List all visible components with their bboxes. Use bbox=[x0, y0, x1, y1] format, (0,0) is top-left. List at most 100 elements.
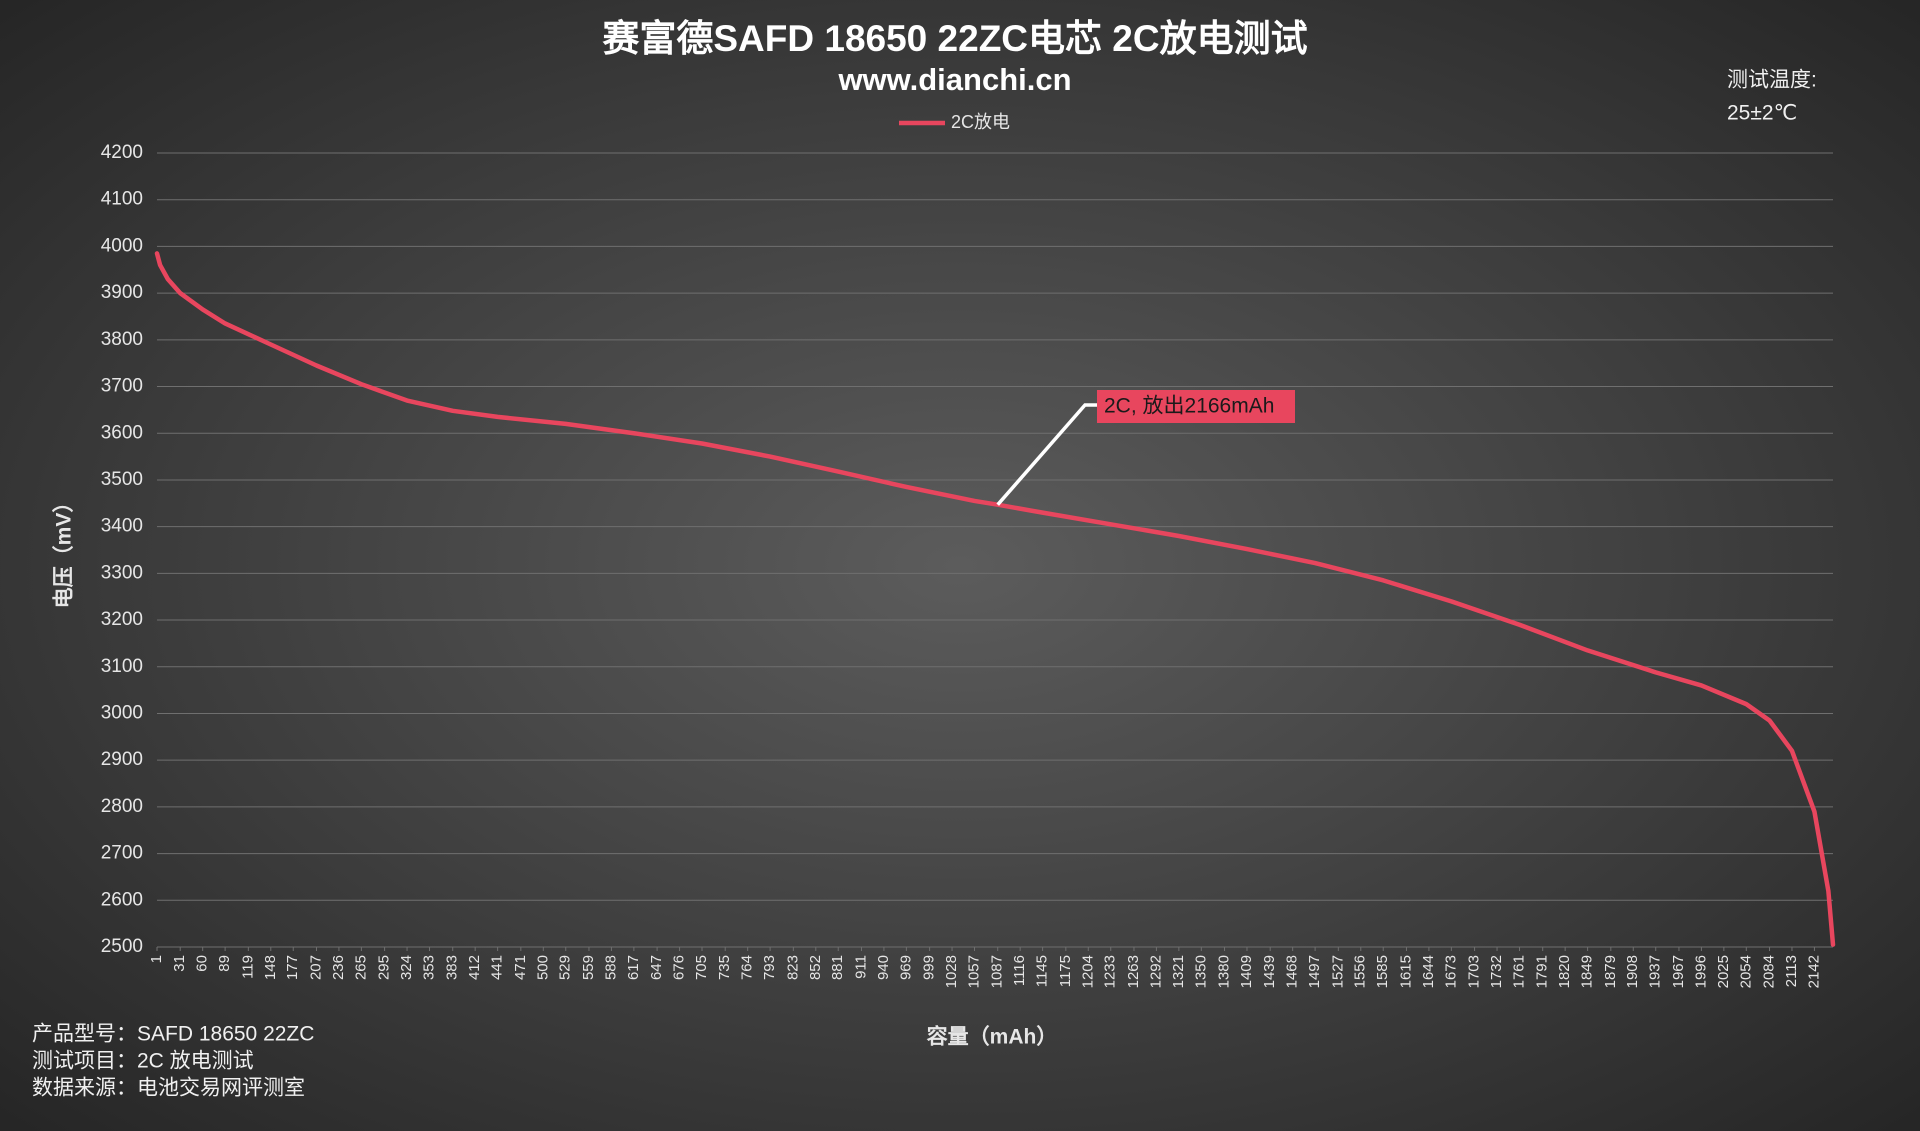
x-tick-label: 1350 bbox=[1192, 955, 1209, 988]
footer-line: 数据来源：电池交易网评测室 bbox=[32, 1077, 305, 1100]
y-tick-label: 2900 bbox=[101, 749, 143, 770]
x-tick-label: 1087 bbox=[989, 955, 1006, 988]
x-tick-label: 1175 bbox=[1057, 955, 1074, 987]
x-tick-label: 324 bbox=[398, 955, 415, 980]
x-tick-label: 2025 bbox=[1715, 955, 1732, 988]
x-tick-label: 1292 bbox=[1147, 955, 1164, 988]
x-tick-label: 881 bbox=[829, 955, 846, 980]
y-tick-label: 4200 bbox=[101, 142, 143, 163]
x-tick-label: 1615 bbox=[1397, 955, 1414, 988]
x-tick-label: 529 bbox=[557, 955, 574, 980]
x-tick-label: 1585 bbox=[1374, 955, 1391, 988]
x-tick-label: 412 bbox=[466, 955, 483, 980]
y-tick-label: 3200 bbox=[101, 609, 143, 630]
x-tick-label: 1145 bbox=[1034, 955, 1051, 987]
x-tick-label: 89 bbox=[216, 955, 233, 972]
annotation-leader bbox=[996, 403, 1097, 506]
x-tick-label: 2054 bbox=[1737, 955, 1754, 988]
x-tick-label: 1849 bbox=[1579, 955, 1596, 988]
x-tick-label: 236 bbox=[330, 955, 347, 980]
x-tick-label: 1409 bbox=[1238, 955, 1255, 988]
x-tick-label: 1439 bbox=[1261, 955, 1278, 988]
x-tick-label: 676 bbox=[671, 955, 688, 980]
x-tick-label: 31 bbox=[171, 955, 188, 972]
y-tick-label: 3900 bbox=[101, 282, 143, 303]
y-tick-label: 2800 bbox=[101, 796, 143, 817]
x-tick-label: 1263 bbox=[1125, 955, 1142, 988]
x-tick-label: 1468 bbox=[1284, 955, 1301, 988]
x-tick-label: 1791 bbox=[1534, 955, 1551, 988]
x-tick-label: 1820 bbox=[1556, 955, 1573, 988]
x-tick-label: 852 bbox=[807, 955, 824, 980]
x-tick-label: 559 bbox=[580, 955, 597, 980]
x-tick-label: 1116 bbox=[1011, 955, 1028, 986]
x-tick-label: 1 bbox=[148, 955, 165, 963]
x-tick-label: 1644 bbox=[1420, 955, 1437, 988]
x-tick-label: 1673 bbox=[1442, 955, 1459, 988]
y-tick-label: 3400 bbox=[101, 516, 143, 537]
y-tick-label: 4100 bbox=[101, 189, 143, 210]
x-tick-label: 2142 bbox=[1805, 955, 1822, 988]
y-tick-label: 3800 bbox=[101, 329, 143, 350]
footer-line: 产品型号：SAFD 18650 22ZC bbox=[32, 1023, 314, 1046]
x-tick-label: 148 bbox=[262, 955, 279, 980]
x-tick-label: 1028 bbox=[943, 955, 960, 988]
x-tick-label: 265 bbox=[352, 955, 369, 980]
x-tick-label: 969 bbox=[897, 955, 914, 980]
x-tick-label: 353 bbox=[420, 955, 437, 980]
x-tick-label: 471 bbox=[512, 955, 529, 980]
x-tick-label: 2113 bbox=[1783, 955, 1800, 987]
x-tick-label: 1380 bbox=[1215, 955, 1232, 988]
x-tick-label: 1879 bbox=[1602, 955, 1619, 988]
x-tick-label: 1967 bbox=[1670, 955, 1687, 988]
x-tick-label: 705 bbox=[693, 955, 710, 980]
x-tick-label: 1761 bbox=[1510, 955, 1527, 988]
x-axis-title: 容量（mAh） bbox=[927, 1025, 1058, 1049]
footer-line: 测试项目：2C 放电测试 bbox=[32, 1050, 254, 1073]
x-tick-label: 823 bbox=[784, 955, 801, 980]
x-tick-label: 617 bbox=[625, 955, 642, 980]
x-tick-label: 999 bbox=[921, 955, 938, 980]
x-tick-label: 1204 bbox=[1079, 955, 1096, 988]
x-tick-label: 1527 bbox=[1329, 955, 1346, 988]
y-axis-title: 电压（mV） bbox=[52, 492, 76, 609]
y-tick-label: 3300 bbox=[101, 562, 143, 583]
chart-subtitle: www.dianchi.cn bbox=[837, 62, 1071, 97]
x-tick-label: 1233 bbox=[1102, 955, 1119, 988]
x-tick-label: 1996 bbox=[1692, 955, 1709, 988]
x-tick-label: 1703 bbox=[1466, 955, 1483, 988]
x-tick-label: 793 bbox=[761, 955, 778, 980]
y-tick-label: 3600 bbox=[101, 422, 143, 443]
x-tick-label: 911 bbox=[852, 955, 869, 979]
y-tick-label: 2500 bbox=[101, 936, 143, 957]
x-tick-label: 1908 bbox=[1624, 955, 1641, 988]
y-tick-label: 3700 bbox=[101, 376, 143, 397]
y-tick-label: 3100 bbox=[101, 656, 143, 677]
x-tick-label: 735 bbox=[716, 955, 733, 980]
x-tick-label: 441 bbox=[489, 955, 506, 980]
annotation-text: 2C, 放出2166mAh bbox=[1104, 395, 1274, 418]
x-tick-label: 1556 bbox=[1352, 955, 1369, 988]
x-tick-label: 60 bbox=[194, 955, 211, 972]
x-tick-label: 207 bbox=[307, 955, 324, 980]
temperature-label: 测试温度: bbox=[1727, 69, 1817, 92]
y-tick-label: 2700 bbox=[101, 843, 143, 864]
x-tick-label: 1321 bbox=[1170, 955, 1187, 988]
temperature-value: 25±2℃ bbox=[1727, 102, 1797, 125]
x-tick-label: 383 bbox=[444, 955, 461, 980]
y-tick-label: 3500 bbox=[101, 469, 143, 490]
y-tick-label: 3000 bbox=[101, 702, 143, 723]
y-tick-label: 2600 bbox=[101, 889, 143, 910]
x-tick-label: 295 bbox=[376, 955, 393, 980]
x-tick-label: 588 bbox=[602, 955, 619, 980]
x-tick-label: 1732 bbox=[1488, 955, 1505, 988]
x-tick-label: 2084 bbox=[1760, 955, 1777, 988]
x-tick-label: 500 bbox=[534, 955, 551, 980]
x-tick-label: 1057 bbox=[965, 955, 982, 988]
x-tick-label: 1937 bbox=[1647, 955, 1664, 988]
x-tick-label: 177 bbox=[284, 955, 301, 980]
x-tick-label: 119 bbox=[239, 955, 256, 979]
